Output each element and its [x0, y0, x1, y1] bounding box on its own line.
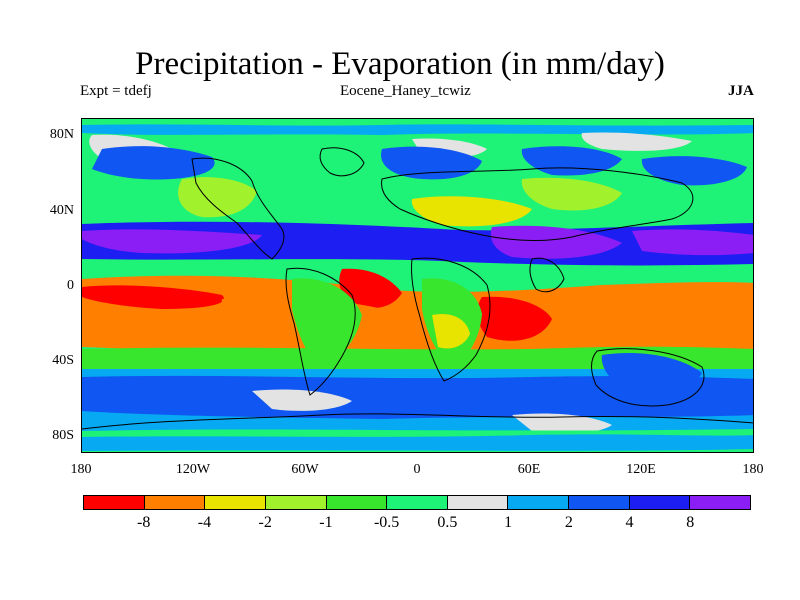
x-tick-120w: 120W [175, 462, 211, 477]
field-south-america-green [292, 278, 362, 369]
x-tick-60e: 60E [517, 462, 541, 477]
map-canvas [82, 119, 753, 452]
field-antarctic-lightblue [82, 434, 753, 451]
y-tick-40n: 40N [49, 203, 74, 218]
field-north-pacific-east [641, 156, 747, 186]
field-southern-gray-patch-2 [512, 413, 612, 434]
colorbar-label: 2 [564, 514, 573, 531]
field-south-america-red [339, 268, 402, 309]
colorbar-swatch-10 [690, 496, 751, 509]
experiment-label: Expt = tdefj [80, 83, 152, 99]
field-southern-gray-patch-1 [252, 389, 352, 411]
field-arctic-gray-2 [581, 132, 692, 151]
x-tick-180e: 180 [742, 462, 764, 477]
colorbar-swatch-5 [387, 496, 448, 509]
field-eurasia-yellow [411, 196, 532, 227]
field-pacific-purple-west [82, 229, 262, 254]
field-indian-ocean-red [477, 296, 552, 341]
field-australia-blue [601, 353, 702, 394]
precipitation-minus-evaporation-map [81, 118, 754, 453]
field-pacific-purple-east [632, 229, 753, 256]
coast-south-america [285, 267, 356, 396]
field-africa-yellow [432, 313, 470, 349]
colorbar-swatch-0 [84, 496, 145, 509]
x-tick-60w: 60W [291, 462, 319, 477]
field-indian-ocean-purple [490, 225, 622, 259]
colorbar-swatch-7 [508, 496, 570, 509]
colorbar-label: -4 [197, 514, 212, 531]
colorbar-label: -1 [319, 514, 333, 531]
coast-africa [411, 257, 491, 382]
y-tick-0: 0 [67, 278, 74, 293]
season-label: JJA [728, 83, 754, 99]
colorbar-label: -8 [137, 514, 151, 531]
field-south-pacific-red [82, 285, 224, 309]
x-tick-120e: 120E [626, 462, 656, 477]
colorbar-label: 8 [686, 514, 695, 531]
case-name-label: Eocene_Haney_tcwiz [340, 83, 471, 99]
field-southern-subtropics-orange [82, 275, 753, 357]
colorbar-label: 0.5 [437, 514, 458, 531]
coast-antarctica [82, 413, 753, 430]
colorbar-swatch-9 [629, 496, 691, 509]
coast-greenland [319, 147, 365, 177]
colorbar-swatch-8 [569, 496, 630, 509]
colorbar-swatch-1 [144, 496, 206, 509]
coast-europe-asia [381, 167, 694, 242]
colorbar-swatch-6 [447, 496, 509, 509]
field-southern-storm-track-blue [82, 375, 753, 419]
field-arctic-lightblue [82, 124, 753, 135]
y-tick-80n: 80N [49, 127, 74, 142]
colorbar-swatch-3 [265, 496, 327, 509]
coastlines [82, 147, 753, 430]
colorbar-label: -2 [258, 514, 272, 531]
y-tick-80s: 80S [52, 428, 74, 443]
coast-north-america [191, 157, 285, 260]
colorbar [83, 495, 751, 510]
x-tick-180w: 180 [70, 462, 92, 477]
coast-india [529, 257, 565, 293]
map-title: Precipitation - Evaporation (in mm/day) [135, 46, 665, 82]
colorbar-label: -0.5 [373, 514, 400, 531]
field-asia-lime [521, 177, 622, 211]
colorbar-label: 1 [504, 514, 513, 531]
x-tick-0: 0 [413, 462, 421, 477]
field-southern-green-band [82, 346, 753, 375]
colorbar-label: 4 [625, 514, 634, 531]
colorbar-swatch-4 [326, 496, 388, 509]
coast-australia [591, 348, 705, 407]
field-north-pacific-blue [92, 146, 215, 180]
y-tick-40s: 40S [52, 353, 74, 368]
colorbar-swatch-2 [205, 496, 266, 509]
